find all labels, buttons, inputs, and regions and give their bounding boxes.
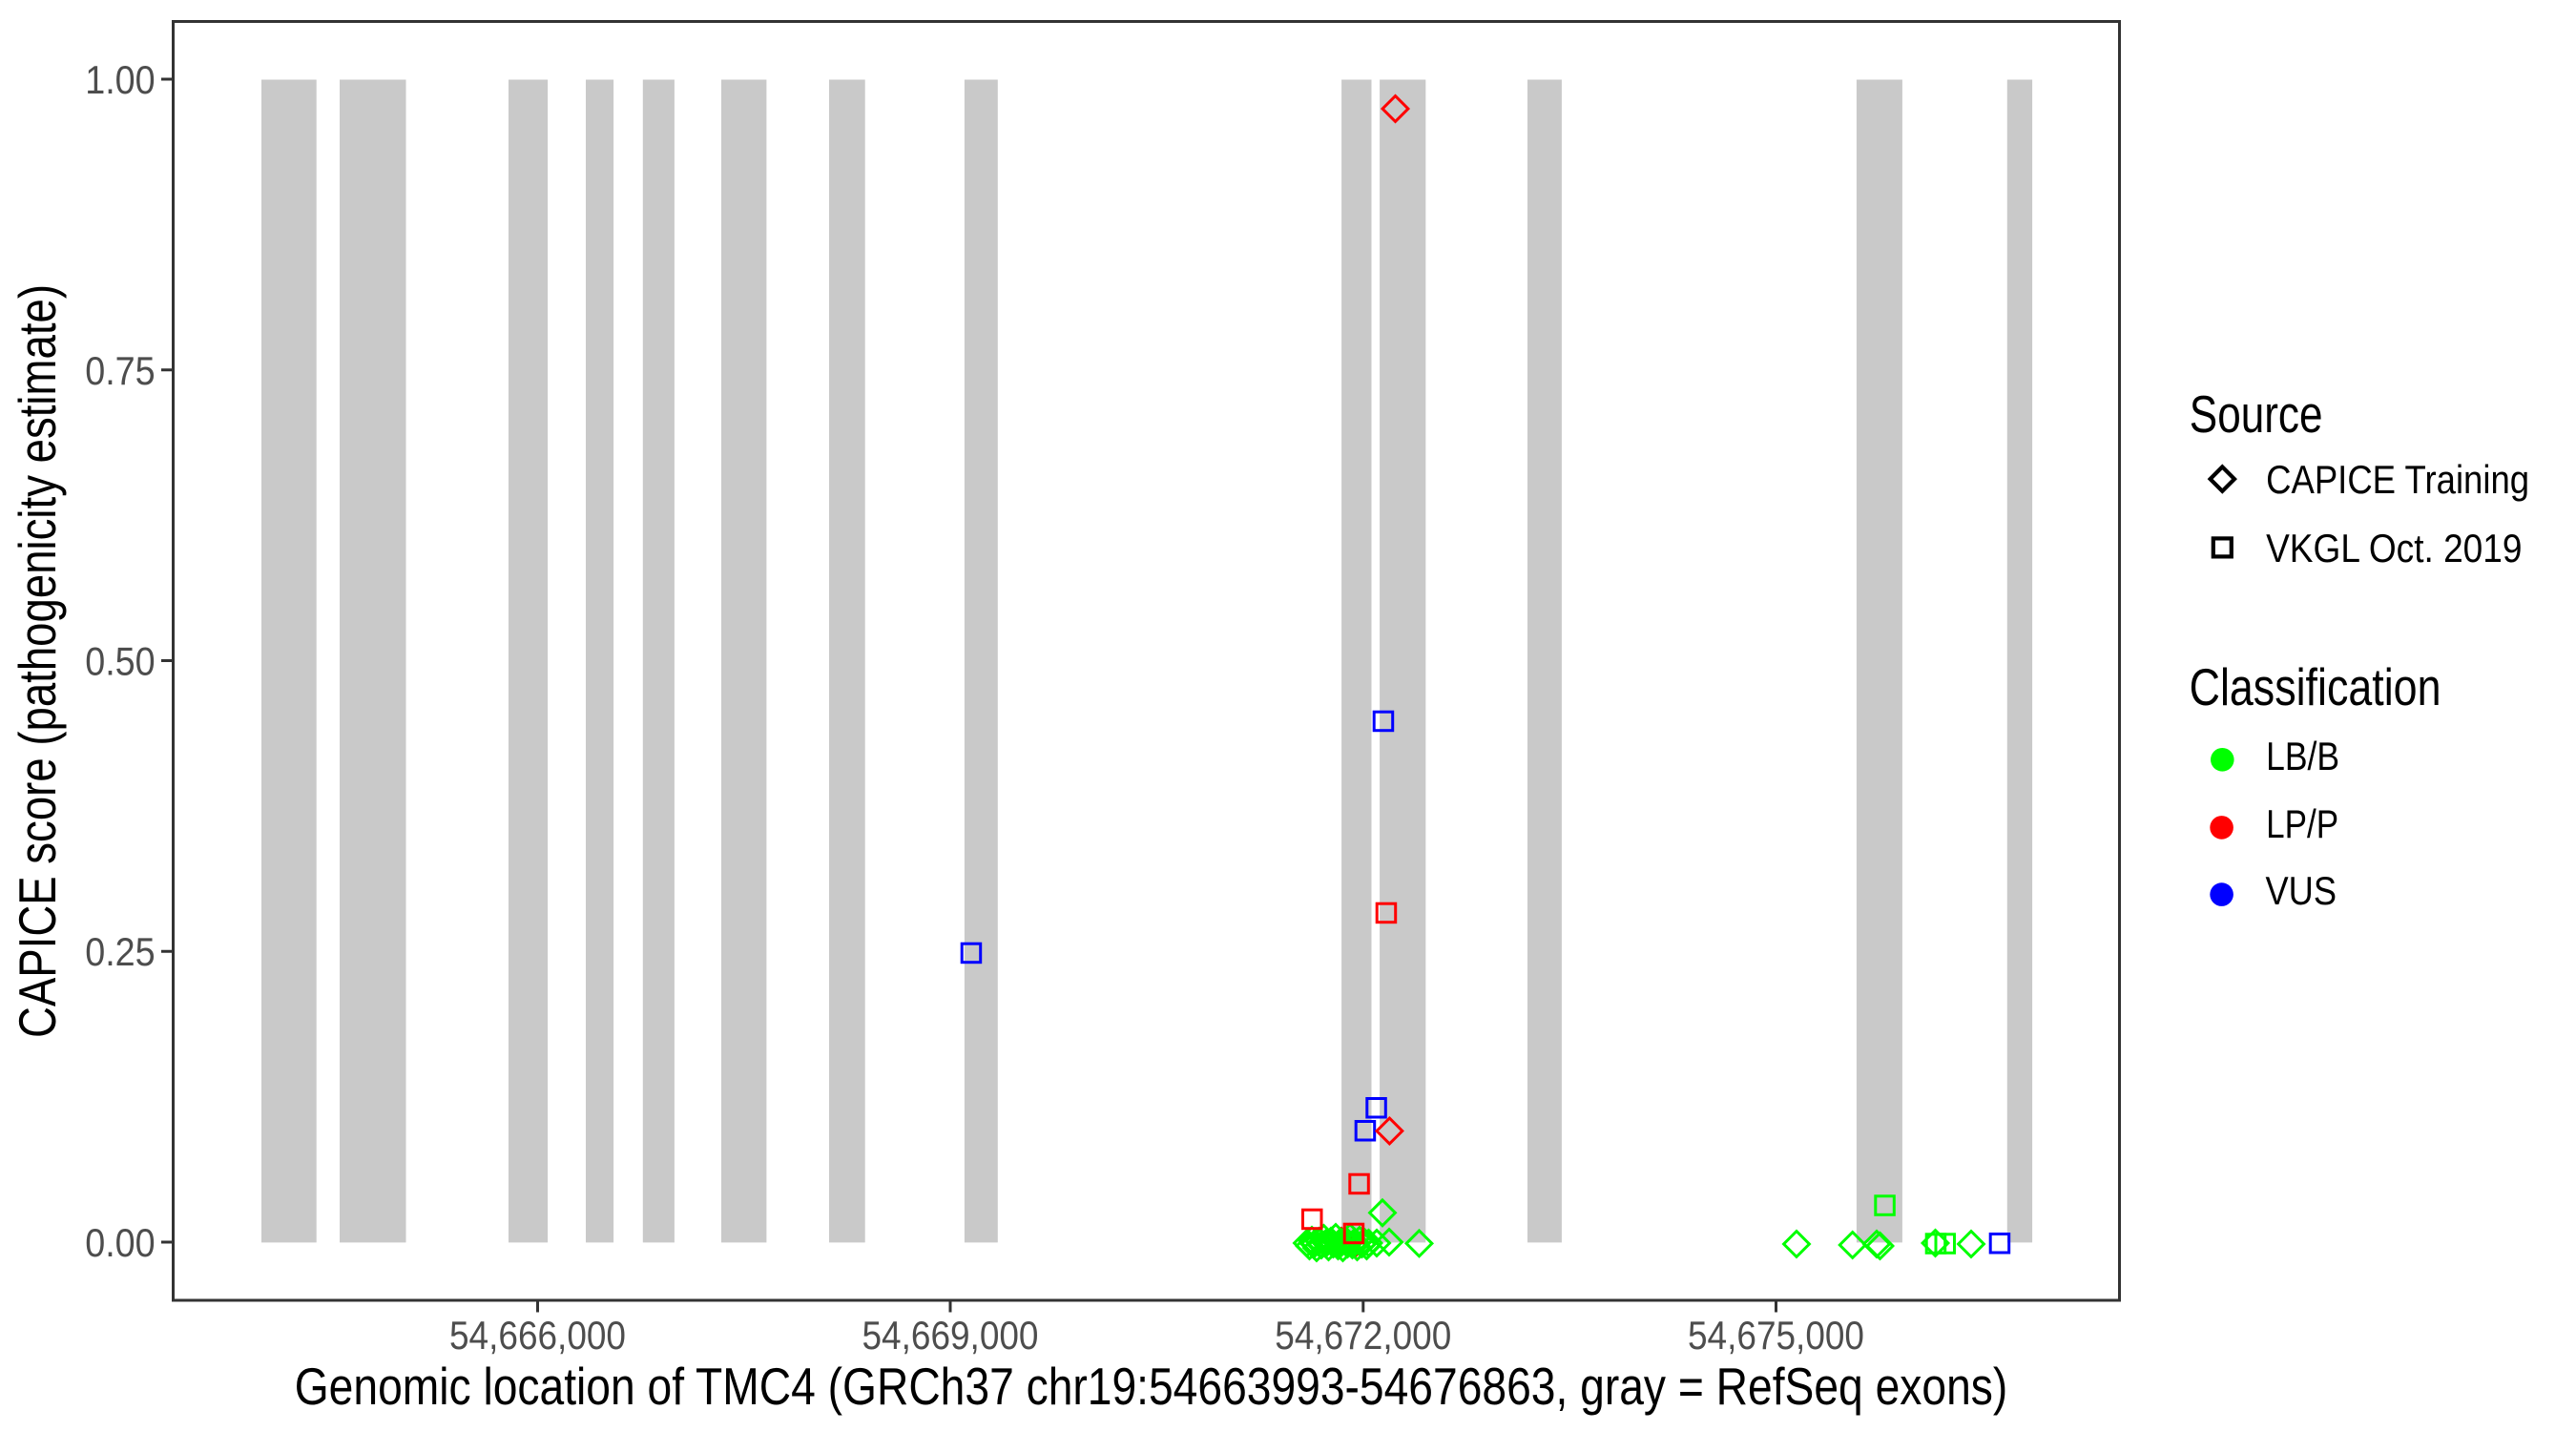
svg-text:Genomic location of TMC4 (GRCh: Genomic location of TMC4 (GRCh37 chr19:5… [295,1357,2008,1416]
svg-text:0.00: 0.00 [85,1220,156,1265]
svg-text:54,666,000: 54,666,000 [449,1313,626,1358]
svg-text:CAPICE Training: CAPICE Training [2266,457,2529,502]
svg-text:VUS: VUS [2266,868,2337,913]
svg-text:CAPICE score (pathogenicity es: CAPICE score (pathogenicity estimate) [8,284,67,1038]
svg-text:54,675,000: 54,675,000 [1688,1313,1864,1358]
svg-text:VKGL Oct. 2019: VKGL Oct. 2019 [2266,526,2522,570]
svg-text:LP/P: LP/P [2266,801,2338,846]
svg-text:LB/B: LB/B [2266,734,2339,778]
svg-text:54,669,000: 54,669,000 [862,1313,1039,1358]
svg-text:54,672,000: 54,672,000 [1275,1313,1451,1358]
svg-text:0.75: 0.75 [85,348,156,393]
svg-text:1.00: 1.00 [85,57,156,102]
svg-text:0.50: 0.50 [85,639,156,684]
svg-text:Source: Source [2190,384,2323,444]
svg-text:0.25: 0.25 [85,929,156,974]
svg-text:Classification: Classification [2190,657,2441,716]
